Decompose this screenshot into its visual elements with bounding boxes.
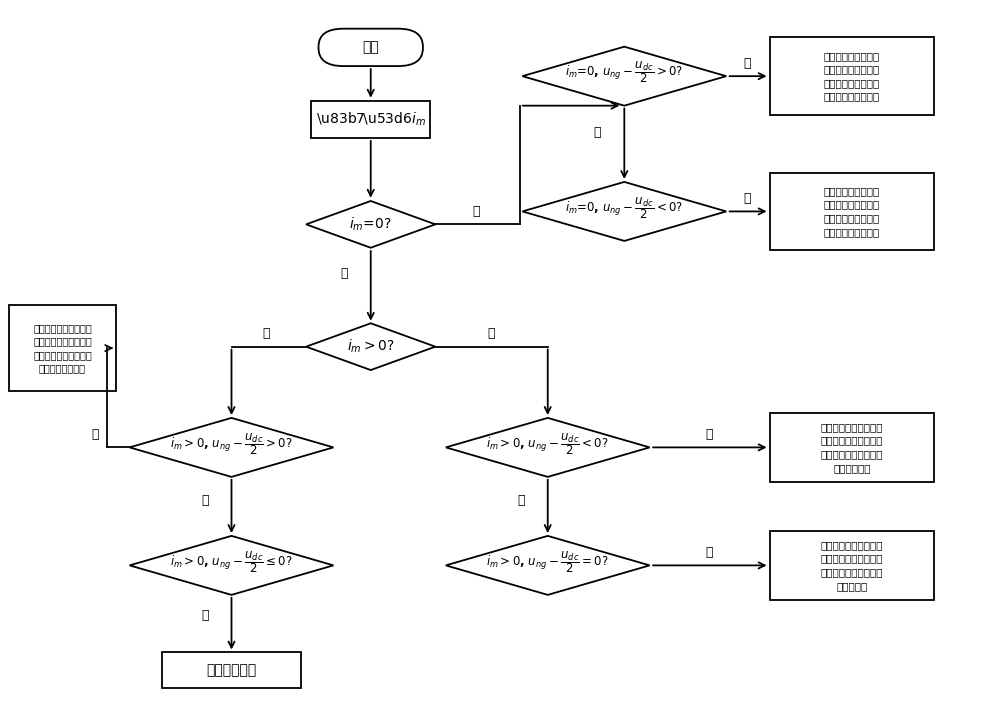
Bar [311,101,430,138]
Text: $i_m$=0?: $i_m$=0? [349,215,392,233]
Text: $i_m$$>$0$\mathbf{,}$ $u_{ng}-\dfrac{u_{dc}}{2}\leq0$?: $i_m$$>$0$\mathbf{,}$ $u_{ng}-\dfrac{u_{… [170,549,293,575]
Text: 否: 否 [517,494,525,507]
FancyBboxPatch shape [319,29,423,66]
Text: 是: 是 [744,192,751,205]
Polygon shape [446,536,650,595]
Polygon shape [306,201,435,248]
Text: 当前的运行状态下的
在系统正常工作情况
下的绕组相电流为负
的电枢绕组存在故障: 当前的运行状态下的 在系统正常工作情况 下的绕组相电流为负 的电枢绕组存在故障 [824,51,880,102]
Text: 是: 是 [472,205,480,218]
Text: 当前的运行状态下处于
工作状态的上桥臂功率
管和下桥臂功率管均存
在开路故障: 当前的运行状态下处于 工作状态的上桥臂功率 管和下桥臂功率管均存 在开路故障 [821,540,883,591]
Text: 是: 是 [705,546,713,559]
Text: $i_m$=0$\mathbf{,}$ $u_{ng}-\dfrac{u_{dc}}{2}<0$?: $i_m$=0$\mathbf{,}$ $u_{ng}-\dfrac{u_{dc… [565,195,683,220]
Bar [770,37,934,115]
Text: 否: 否 [593,125,600,138]
Text: 是: 是 [92,428,99,441]
Text: 当前的运行状态下的
在系统正常工作情况
下的绕组相电流为正
的电枢绕组存在故障: 当前的运行状态下的 在系统正常工作情况 下的绕组相电流为正 的电枢绕组存在故障 [824,186,880,237]
Text: 是: 是 [705,428,713,441]
Text: $i_m$=0$\mathbf{,}$ $u_{ng}-\dfrac{u_{dc}}{2}>0$?: $i_m$=0$\mathbf{,}$ $u_{ng}-\dfrac{u_{dc… [565,59,683,86]
Text: 系统正常工作: 系统正常工作 [206,663,257,677]
Text: 否: 否 [487,327,495,340]
Text: 是: 是 [744,57,751,70]
Polygon shape [130,418,333,477]
Polygon shape [522,46,726,106]
Text: 开始: 开始 [362,41,379,54]
Bar [9,305,116,392]
Polygon shape [446,418,650,477]
Bar [770,531,934,600]
Text: $i_m>0$?: $i_m>0$? [347,338,395,355]
Text: $i_m$$>$0$\mathbf{,}$ $u_{ng}-\dfrac{u_{dc}}{2}>0$?: $i_m$$>$0$\mathbf{,}$ $u_{ng}-\dfrac{u_{… [170,431,293,457]
Polygon shape [522,182,726,241]
Text: $i_m$$>$0$\mathbf{,}$ $u_{ng}-\dfrac{u_{dc}}{2}=0$?: $i_m$$>$0$\mathbf{,}$ $u_{ng}-\dfrac{u_{… [486,549,609,575]
Text: 当前的运行状态下处于
工作状态的下桥臂功率
管存在开路故障、上桥
臂功率管正常工作: 当前的运行状态下处于 工作状态的下桥臂功率 管存在开路故障、上桥 臂功率管正常工… [33,323,92,373]
Polygon shape [130,536,333,595]
Text: 是: 是 [263,327,270,340]
Text: \u83b7\u53d6$i_m$: \u83b7\u53d6$i_m$ [316,111,426,128]
Text: 当前的运行状态下处于
工作状态的上桥臂功率
管存在开路故障、下桥
臂功率管正常: 当前的运行状态下处于 工作状态的上桥臂功率 管存在开路故障、下桥 臂功率管正常 [821,422,883,473]
Bar [770,413,934,481]
Polygon shape [306,323,435,370]
Text: 否: 否 [201,494,209,507]
Text: 否: 否 [340,267,348,280]
Text: 是: 是 [201,609,209,622]
Text: $i_m$$>$0$\mathbf{,}$ $u_{ng}-\dfrac{u_{dc}}{2}<0$?: $i_m$$>$0$\mathbf{,}$ $u_{ng}-\dfrac{u_{… [486,431,609,457]
Bar [770,173,934,250]
Bar [162,652,301,689]
